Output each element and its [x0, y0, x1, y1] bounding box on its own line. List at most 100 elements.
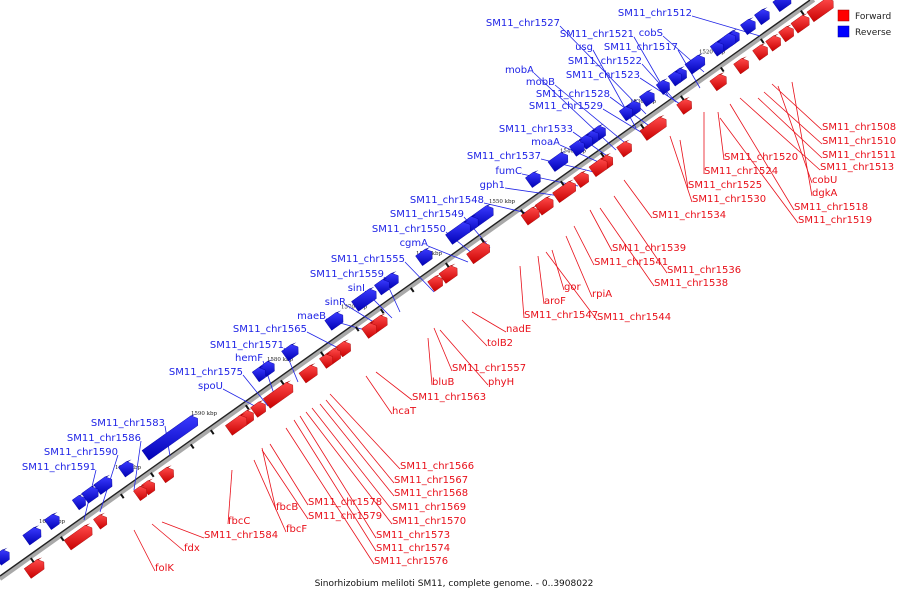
forward-gene-feature [466, 240, 490, 265]
feature-body [573, 171, 589, 189]
backbone-mark [410, 287, 415, 293]
feature-body [778, 26, 794, 43]
feature-body [93, 476, 113, 495]
forward-gene-feature [141, 478, 156, 496]
gene-label: SM11_chr1591 [22, 462, 96, 473]
feature-body [298, 364, 318, 384]
reverse-gene-feature [639, 89, 655, 107]
feature-body [569, 140, 585, 157]
feature-body [118, 461, 134, 478]
backbone-mark [190, 443, 195, 449]
feature-body [351, 288, 377, 312]
feature-body [44, 513, 60, 530]
feature-body [374, 279, 390, 296]
leader-line [439, 329, 489, 386]
feature-body [676, 98, 692, 115]
leader-line [545, 251, 598, 321]
legend-forward-label: Forward [855, 12, 891, 22]
feature-body [158, 467, 174, 484]
gene-label: SM11_chr1544 [597, 312, 671, 323]
gene-label: SM11_chr1511 [822, 150, 896, 161]
reverse-gene-feature [754, 7, 770, 26]
feature-body [0, 549, 10, 566]
gene-label: hemF [235, 353, 263, 364]
gene-label: SM11_chr1563 [412, 392, 486, 403]
leader-line [319, 403, 395, 497]
backbone-mark [640, 123, 645, 129]
backbone-mark [210, 429, 215, 435]
backbone-mark [355, 326, 360, 332]
feature-body [552, 181, 576, 203]
gene-label: maeB [297, 311, 326, 322]
reverse-gene-feature [44, 512, 60, 530]
gene-label: SM11_chr1519 [798, 215, 872, 226]
forward-gene-feature [616, 139, 632, 158]
backbone-mark [679, 95, 685, 101]
tick-label: 1520 kbp [699, 50, 726, 56]
gene-label: SM11_chr1557 [452, 363, 526, 374]
gene-label: moaA [531, 137, 560, 148]
leader-line [739, 97, 821, 171]
backbone-mark [119, 493, 125, 499]
genome-caption: Sinorhizobium meliloti SM11, complete ge… [315, 579, 594, 589]
forward-gene-feature [534, 195, 554, 216]
feature-body [319, 353, 334, 369]
gene-label: SM11_chr1571 [210, 340, 284, 351]
forward-gene-feature [520, 205, 540, 226]
gene-features [0, 0, 834, 579]
gene-label: SM11_chr1534 [652, 210, 726, 221]
leader-line [519, 265, 525, 319]
feature-body [752, 44, 768, 61]
reverse-gene-feature [618, 104, 633, 122]
reverse-gene-feature [251, 365, 266, 383]
gene-label: SM11_chr1548 [410, 195, 484, 206]
gene-label: SM11_chr1522 [568, 56, 642, 67]
leader-line [261, 447, 277, 511]
feature-body [225, 414, 248, 436]
feature-body [588, 158, 608, 178]
feature-body [520, 207, 540, 226]
gene-label: SM11_chr1583 [91, 418, 165, 429]
leader-line [559, 144, 604, 165]
gene-label: SM11_chr1524 [704, 166, 778, 177]
forward-gene-feature [573, 170, 589, 189]
tick-label: 1580 kbp [267, 357, 294, 363]
forward-gene-feature [676, 96, 692, 115]
forward-gene-feature [709, 72, 727, 92]
reverse-gene-feature [578, 132, 593, 150]
forward-gene-feature [133, 484, 148, 502]
gene-label: SM11_chr1525 [688, 180, 762, 191]
feature-body [709, 73, 727, 92]
forward-gene-feature [778, 24, 794, 43]
forward-gene-feature [93, 512, 108, 530]
backbone-mark [760, 38, 765, 44]
gene-label: SM11_chr1539 [612, 243, 686, 254]
gene-label: sinI [348, 283, 365, 294]
reverse-gene-feature [281, 342, 299, 362]
gene-label: SM11_chr1565 [233, 324, 307, 335]
reverse-gene-feature [684, 53, 706, 75]
feature-body [534, 197, 554, 216]
leader-line [285, 427, 375, 565]
feature-body [547, 152, 569, 172]
reverse-gene-feature [374, 277, 390, 296]
legend-reverse-swatch [837, 25, 850, 38]
feature-body [251, 367, 266, 383]
backbone-mark [150, 472, 155, 478]
gene-label: SM11_chr1523 [566, 70, 640, 81]
forward-gene-feature [427, 273, 443, 292]
gene-label: SM11_chr1586 [67, 433, 141, 444]
reverse-gene-feature [0, 547, 10, 566]
reverse-gene-feature [81, 484, 99, 504]
gene-label: SM11_chr1574 [376, 543, 450, 554]
legend-reverse-label: Reverse [855, 28, 892, 38]
feature-body [324, 312, 344, 331]
leader-line [261, 449, 309, 520]
gene-label: SM11_chr1529 [529, 101, 603, 112]
backbone-mark [600, 152, 605, 158]
reverse-gene-feature [351, 286, 377, 312]
backbone-mark [720, 66, 725, 73]
leader-line [757, 97, 823, 159]
feature-body [81, 486, 99, 504]
feature-body [415, 248, 433, 267]
